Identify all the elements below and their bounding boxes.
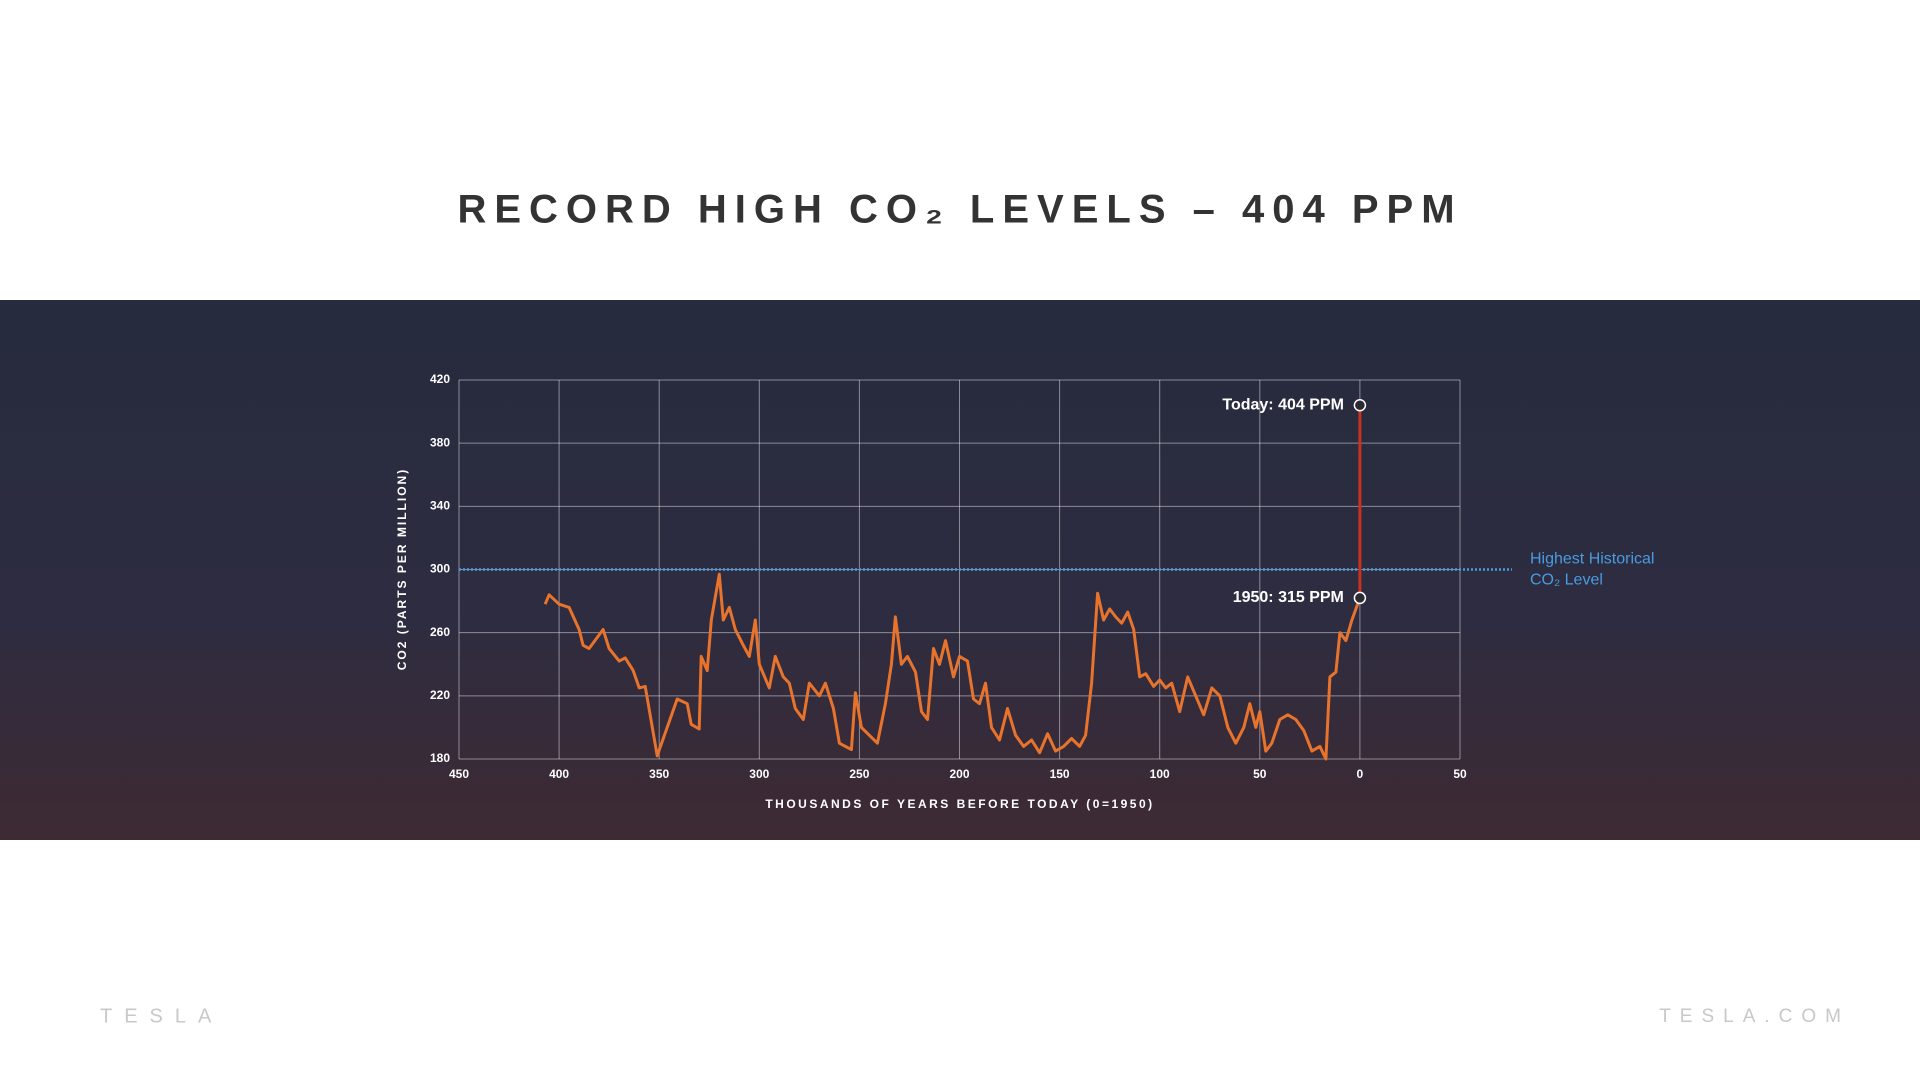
x-tick-label: 150 [1050, 767, 1070, 781]
x-tick-label: 300 [749, 767, 769, 781]
data-line [543, 572, 1362, 761]
x-axis-title: THOUSANDS OF YEARS BEFORE TODAY (0=1950) [765, 797, 1154, 811]
x-tick-label: 450 [449, 767, 469, 781]
annotation-point [1353, 399, 1367, 412]
reference-label: CO₂ Level [1530, 572, 1603, 589]
x-tick-label: 400 [549, 767, 569, 781]
x-tick-label: 50 [1453, 767, 1467, 781]
y-tick-label: 420 [430, 372, 450, 386]
footer-url: TESLA.COM [1659, 1006, 1850, 1027]
y-tick-label: 180 [430, 751, 450, 765]
y-tick-label: 220 [430, 688, 450, 702]
annotation-point [1353, 591, 1367, 605]
y-tick-label: 260 [430, 625, 450, 639]
reference-label: Highest Historical [1530, 551, 1654, 568]
x-tick-label: 0 [1357, 767, 1364, 781]
footer-logo: TESLA [100, 1005, 223, 1027]
y-tick-label: 380 [430, 435, 450, 449]
y-tick-label: 300 [430, 562, 450, 576]
y-tick-label: 340 [430, 499, 450, 513]
annotation-label: 1950: 315 PPM [1233, 589, 1344, 606]
x-tick-label: 350 [649, 767, 669, 781]
x-tick-label: 50 [1253, 767, 1267, 781]
y-axis-title: CO2 (PARTS PER MILLION) [395, 468, 409, 670]
slide-title: RECORD HIGH CO₂ LEVELS – 404 PPM [457, 188, 1462, 232]
x-tick-label: 100 [1150, 767, 1170, 781]
annotation-label: Today: 404 PPM [1222, 396, 1344, 413]
x-tick-label: 250 [849, 767, 869, 781]
x-tick-label: 200 [949, 767, 969, 781]
